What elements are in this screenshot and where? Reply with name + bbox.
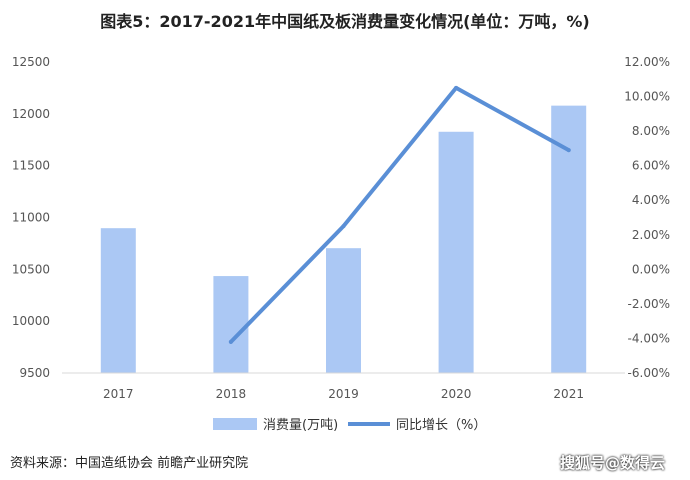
bar-2021 bbox=[551, 105, 587, 373]
left-axis-ticks: 9500 10000 10500 11000 11500 12000 12500 bbox=[12, 55, 50, 380]
left-tick-label: 12500 bbox=[12, 55, 50, 69]
left-tick-label: 10000 bbox=[12, 314, 50, 328]
left-tick-label: 9500 bbox=[19, 366, 50, 380]
bar-2020 bbox=[438, 131, 474, 373]
legend-swatch-consumption bbox=[213, 418, 257, 430]
x-axis-ticks: 2017 2018 2019 2020 2021 bbox=[103, 387, 584, 401]
x-tick-label: 2018 bbox=[216, 387, 247, 401]
source-note: 资料来源：中国造纸协会 前瞻产业研究院 bbox=[10, 456, 249, 471]
right-tick-label: -6.00% bbox=[628, 366, 670, 380]
right-tick-label: -4.00% bbox=[628, 331, 670, 345]
growth-point-2019 bbox=[341, 224, 346, 229]
right-tick-label: 0.00% bbox=[632, 262, 670, 276]
legend: 消费量(万吨) 同比增长（%） bbox=[213, 418, 486, 433]
right-tick-label: 4.00% bbox=[632, 193, 670, 207]
left-tick-label: 12000 bbox=[12, 107, 50, 121]
x-tick-label: 2020 bbox=[441, 387, 472, 401]
left-tick-label: 11500 bbox=[12, 159, 50, 173]
growth-line bbox=[228, 85, 571, 344]
right-tick-label: 2.00% bbox=[632, 228, 670, 242]
bar-2019 bbox=[326, 248, 361, 373]
right-tick-label: -2.00% bbox=[628, 297, 670, 311]
x-tick-label: 2017 bbox=[103, 387, 134, 401]
bar-2017 bbox=[100, 228, 136, 373]
left-tick-label: 10500 bbox=[12, 262, 50, 276]
chart-title: 图表5：2017-2021年中国纸及板消费量变化情况(单位：万吨，%) bbox=[100, 12, 590, 31]
growth-point-2021 bbox=[566, 148, 571, 153]
legend-label-growth: 同比增长（%） bbox=[396, 418, 486, 433]
watermark: 搜狐号@数得云 bbox=[560, 454, 666, 472]
legend-label-consumption: 消费量(万吨) bbox=[263, 418, 338, 433]
bar-2018 bbox=[213, 276, 249, 373]
right-tick-label: 10.00% bbox=[624, 90, 670, 104]
x-tick-label: 2021 bbox=[553, 387, 584, 401]
right-tick-label: 8.00% bbox=[632, 124, 670, 138]
x-tick-label: 2019 bbox=[328, 387, 359, 401]
left-tick-label: 11000 bbox=[12, 211, 50, 225]
consumption-bars bbox=[100, 105, 587, 373]
right-axis-ticks: -6.00% -4.00% -2.00% 0.00% 2.00% 4.00% 6.00% 8.… bbox=[624, 55, 670, 380]
growth-line-path bbox=[228, 85, 571, 344]
right-tick-label: 6.00% bbox=[632, 159, 670, 173]
growth-point-2018 bbox=[228, 339, 233, 344]
right-tick-label: 12.00% bbox=[624, 55, 670, 69]
growth-point-2020 bbox=[454, 85, 459, 90]
